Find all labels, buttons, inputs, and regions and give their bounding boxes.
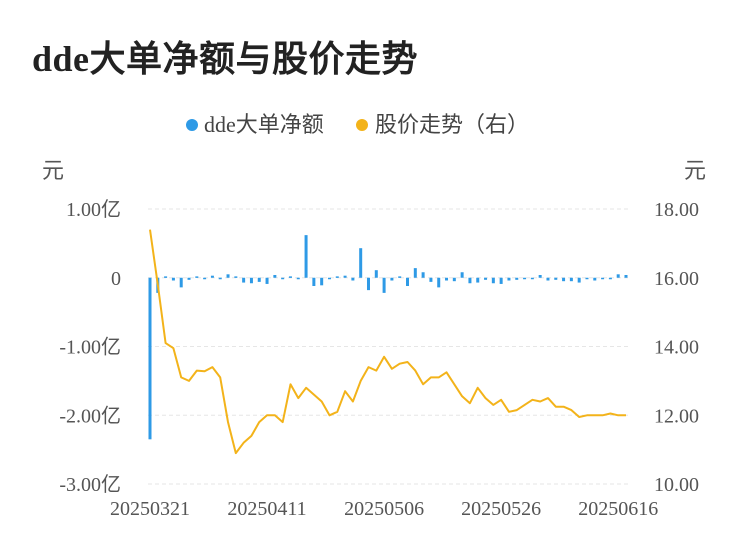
dde-bar — [218, 277, 222, 280]
dde-bar — [187, 277, 191, 280]
left-tick-label: 1.00亿 — [66, 198, 121, 221]
dde-bar — [554, 277, 558, 280]
dde-bar — [288, 276, 292, 278]
right-tick-label: 10.00 — [654, 474, 699, 496]
dde-bar — [335, 276, 339, 278]
dde-bar — [476, 277, 480, 283]
left-tick-label: -1.00亿 — [59, 336, 121, 359]
x-tick-label: 20250321 — [110, 498, 190, 520]
dde-bar — [164, 276, 168, 278]
grid-lines — [148, 208, 628, 485]
dde-bar — [491, 277, 495, 284]
dde-bar — [203, 277, 207, 280]
left-axis-ticks: 1.00亿 0 -1.00亿 -2.00亿 -3.00亿 — [59, 198, 121, 496]
dde-bar — [171, 277, 175, 281]
dde-bar — [413, 268, 417, 278]
dde-bar — [608, 277, 612, 280]
dde-bar — [585, 277, 589, 280]
dde-bar — [484, 277, 488, 280]
x-tick-label: 20250411 — [227, 498, 306, 520]
right-axis-unit: 元 — [684, 158, 706, 183]
x-tick-label: 20250526 — [461, 498, 541, 520]
legend-marker-price — [356, 119, 368, 131]
left-axis-unit: 元 — [42, 158, 64, 183]
x-axis-ticks: 20250321 20250411 20250506 20250526 20250616 — [110, 498, 658, 520]
price-line-path — [149, 229, 626, 455]
right-tick-label: 14.00 — [654, 337, 699, 359]
legend-marker-dde — [186, 119, 198, 131]
dde-bar — [320, 277, 324, 286]
dde-bar — [515, 277, 519, 280]
dde-bar — [468, 277, 472, 284]
dde-bar — [577, 277, 581, 283]
dde-bar — [304, 235, 308, 278]
legend-label-price: 股价走势（右） — [375, 112, 529, 137]
dde-bar — [179, 277, 183, 288]
dde-bar — [437, 277, 441, 288]
dde-bar — [312, 277, 316, 286]
right-axis-ticks: 18.00 16.00 14.00 12.00 10.00 — [654, 199, 699, 496]
dde-bar — [616, 274, 620, 278]
right-tick-label: 16.00 — [654, 268, 699, 290]
dde-bar — [499, 277, 503, 284]
left-tick-label: -2.00亿 — [59, 404, 121, 427]
dde-bar — [382, 277, 386, 293]
dde-bar — [148, 277, 152, 440]
dde-bar — [601, 277, 605, 280]
dde-bar — [351, 277, 355, 281]
legend: dde大单净额 股价走势（右） — [186, 112, 529, 137]
x-tick-label: 20250506 — [344, 498, 424, 520]
left-tick-label: 0 — [111, 268, 121, 290]
dde-bar — [234, 276, 238, 278]
dde-bar — [343, 275, 347, 278]
dde-bar — [593, 277, 597, 281]
dde-bar — [249, 277, 253, 284]
dde-bar — [406, 277, 410, 286]
dde-bar — [460, 272, 464, 278]
dde-bar — [445, 277, 449, 281]
dde-bar — [242, 277, 246, 283]
chart-title: dde大单净额与股价走势 — [32, 39, 419, 79]
right-tick-label: 12.00 — [654, 405, 699, 427]
dde-bar — [366, 277, 370, 291]
dde-bar — [624, 275, 628, 278]
dde-bar — [546, 277, 550, 281]
dde-bar — [257, 277, 261, 282]
dde-bar — [374, 270, 378, 278]
dde-bar — [523, 277, 527, 280]
dde-bar — [507, 277, 511, 281]
dde-bar — [421, 272, 425, 278]
left-tick-label: -3.00亿 — [59, 473, 121, 496]
dde-bar — [398, 276, 402, 278]
dde-bar — [296, 277, 300, 280]
dde-bar — [530, 277, 534, 280]
dde-bars — [148, 235, 628, 440]
dde-bar — [281, 277, 285, 280]
dde-bar — [429, 277, 433, 282]
dde-bar — [195, 276, 199, 278]
price-line — [149, 229, 626, 455]
x-tick-label: 20250616 — [578, 498, 658, 520]
dde-bar — [210, 275, 214, 278]
dde-bar — [562, 277, 566, 282]
dde-bar — [273, 275, 277, 278]
dde-bar — [327, 277, 331, 280]
dde-bar — [359, 248, 363, 278]
dde-bar — [226, 274, 230, 278]
dde-bar — [538, 275, 542, 278]
dde-bar — [265, 277, 269, 284]
legend-label-dde: dde大单净额 — [204, 112, 324, 137]
dde-bar — [390, 277, 394, 281]
dde-bar — [569, 277, 573, 282]
dde-bar — [452, 277, 456, 282]
right-tick-label: 18.00 — [654, 199, 699, 221]
